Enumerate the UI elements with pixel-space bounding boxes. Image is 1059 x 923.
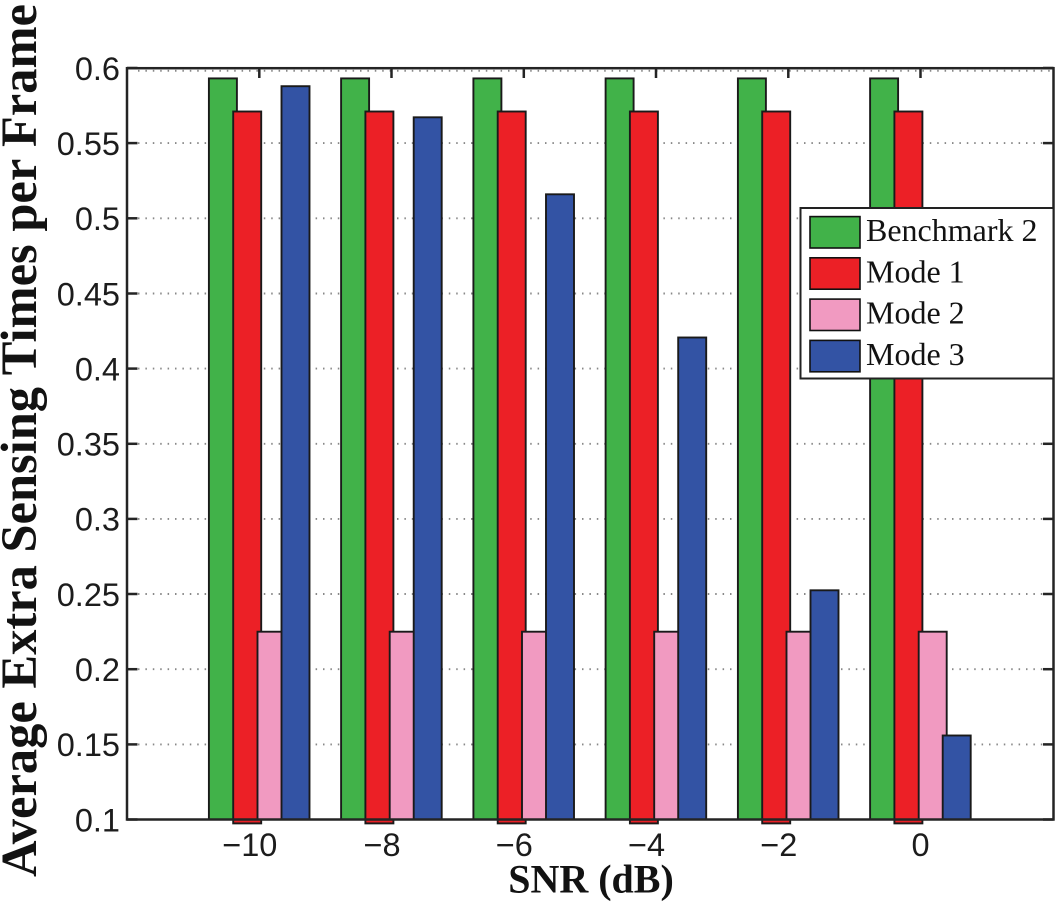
svg-text:0.1: 0.1 bbox=[75, 802, 120, 838]
svg-text:−4: −4 bbox=[628, 827, 665, 863]
svg-text:−6: −6 bbox=[496, 827, 533, 863]
svg-text:−2: −2 bbox=[760, 827, 797, 863]
svg-text:0.5: 0.5 bbox=[75, 201, 120, 237]
svg-text:0.2: 0.2 bbox=[75, 652, 120, 688]
svg-text:SNR (dB): SNR (dB) bbox=[508, 857, 674, 902]
svg-text:Average Extra Sensing Times pe: Average Extra Sensing Times per Frame bbox=[0, 4, 47, 877]
svg-text:0.35: 0.35 bbox=[57, 427, 120, 463]
svg-text:Mode 3: Mode 3 bbox=[866, 336, 965, 372]
svg-text:−8: −8 bbox=[363, 827, 400, 863]
svg-text:Benchmark 2: Benchmark 2 bbox=[866, 212, 1038, 248]
svg-text:Mode 1: Mode 1 bbox=[866, 253, 965, 289]
svg-text:0.15: 0.15 bbox=[57, 727, 120, 763]
svg-text:0.45: 0.45 bbox=[57, 276, 120, 312]
svg-text:0.6: 0.6 bbox=[75, 51, 120, 87]
svg-text:0.55: 0.55 bbox=[57, 126, 120, 162]
svg-text:0: 0 bbox=[911, 827, 929, 863]
svg-text:Mode 2: Mode 2 bbox=[866, 295, 965, 331]
svg-text:0.4: 0.4 bbox=[75, 351, 120, 387]
svg-text:−10: −10 bbox=[222, 827, 277, 863]
svg-text:0.25: 0.25 bbox=[57, 577, 120, 613]
svg-text:0.3: 0.3 bbox=[75, 502, 120, 538]
